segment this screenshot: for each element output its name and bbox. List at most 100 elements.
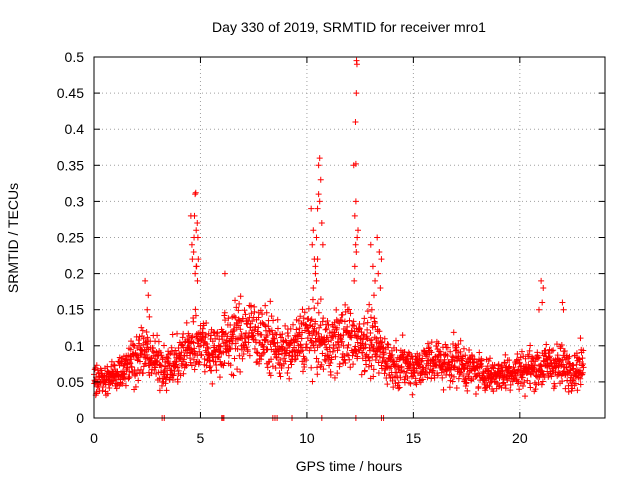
data-point bbox=[183, 361, 190, 368]
data-point bbox=[273, 354, 280, 361]
data-point bbox=[310, 342, 317, 349]
data-point bbox=[347, 310, 354, 317]
data-point bbox=[540, 370, 547, 377]
data-point bbox=[204, 344, 211, 351]
data-point bbox=[495, 383, 502, 390]
data-point bbox=[191, 366, 198, 373]
data-point bbox=[108, 358, 115, 365]
data-point bbox=[548, 347, 555, 354]
data-point bbox=[161, 368, 168, 375]
data-point bbox=[374, 234, 381, 241]
data-point bbox=[315, 330, 322, 337]
data-point bbox=[323, 326, 330, 333]
data-point bbox=[157, 361, 164, 368]
data-point bbox=[138, 350, 145, 357]
data-point bbox=[451, 373, 457, 380]
data-point bbox=[463, 379, 470, 386]
data-point bbox=[189, 256, 196, 263]
data-point bbox=[268, 313, 275, 320]
data-point bbox=[115, 372, 122, 379]
data-point bbox=[260, 343, 267, 350]
data-point bbox=[517, 354, 524, 361]
data-point bbox=[294, 338, 301, 345]
data-point bbox=[562, 385, 569, 392]
data-point bbox=[333, 324, 340, 331]
data-point bbox=[324, 334, 331, 341]
data-point bbox=[240, 350, 247, 357]
data-point bbox=[384, 381, 391, 388]
data-point bbox=[519, 374, 526, 381]
data-point bbox=[510, 364, 517, 371]
data-point bbox=[183, 319, 190, 326]
data-point bbox=[270, 317, 277, 324]
data-point bbox=[464, 387, 471, 394]
data-point bbox=[487, 355, 494, 362]
data-point bbox=[296, 325, 303, 332]
data-point bbox=[352, 160, 359, 167]
data-point bbox=[547, 355, 554, 362]
data-point bbox=[192, 312, 199, 319]
data-point bbox=[246, 330, 253, 337]
data-point bbox=[215, 354, 222, 361]
data-point bbox=[486, 383, 493, 390]
data-point bbox=[144, 334, 151, 341]
data-point bbox=[340, 342, 347, 349]
data-point bbox=[168, 348, 175, 355]
data-point bbox=[320, 366, 327, 373]
data-point bbox=[234, 346, 241, 353]
data-point bbox=[363, 333, 370, 340]
data-point bbox=[314, 300, 321, 307]
data-point bbox=[431, 374, 438, 381]
data-point bbox=[292, 356, 299, 363]
data-point bbox=[297, 313, 304, 320]
data-point bbox=[362, 341, 369, 348]
data-point bbox=[248, 310, 255, 317]
data-point bbox=[413, 381, 420, 388]
data-point bbox=[256, 360, 263, 367]
data-point bbox=[540, 285, 547, 292]
data-point bbox=[242, 311, 249, 318]
data-point bbox=[353, 90, 360, 97]
data-point bbox=[428, 375, 435, 382]
data-point bbox=[357, 335, 364, 342]
data-point bbox=[538, 277, 545, 284]
data-point bbox=[514, 351, 521, 358]
data-point bbox=[221, 309, 228, 316]
data-point bbox=[419, 376, 426, 383]
data-point bbox=[128, 356, 135, 363]
y-tick-label: 0.2 bbox=[65, 266, 85, 282]
data-point bbox=[516, 359, 523, 366]
data-point bbox=[308, 364, 315, 371]
data-point bbox=[558, 342, 565, 349]
data-point bbox=[175, 367, 182, 374]
data-point bbox=[365, 363, 372, 370]
data-point bbox=[377, 334, 384, 341]
data-point bbox=[268, 356, 275, 363]
data-point bbox=[353, 248, 360, 255]
data-point bbox=[236, 352, 243, 359]
data-point bbox=[577, 375, 584, 382]
data-point bbox=[300, 315, 307, 322]
data-point bbox=[298, 335, 305, 342]
data-point bbox=[219, 336, 226, 343]
data-point bbox=[126, 368, 133, 375]
data-point bbox=[220, 329, 227, 336]
data-point bbox=[301, 309, 308, 316]
data-point bbox=[446, 384, 453, 391]
data-point bbox=[259, 311, 266, 318]
data-point bbox=[315, 309, 322, 316]
data-point bbox=[449, 378, 456, 385]
data-point bbox=[159, 355, 166, 362]
data-point bbox=[376, 248, 383, 255]
data-point bbox=[311, 325, 318, 332]
data-point bbox=[366, 357, 373, 364]
data-point bbox=[385, 341, 392, 348]
data-point bbox=[401, 348, 408, 355]
data-point bbox=[312, 270, 319, 277]
data-point bbox=[345, 341, 352, 348]
data-point bbox=[106, 385, 113, 392]
data-point bbox=[192, 189, 199, 196]
data-point bbox=[364, 326, 371, 333]
data-point bbox=[327, 360, 334, 367]
data-point bbox=[208, 332, 215, 339]
